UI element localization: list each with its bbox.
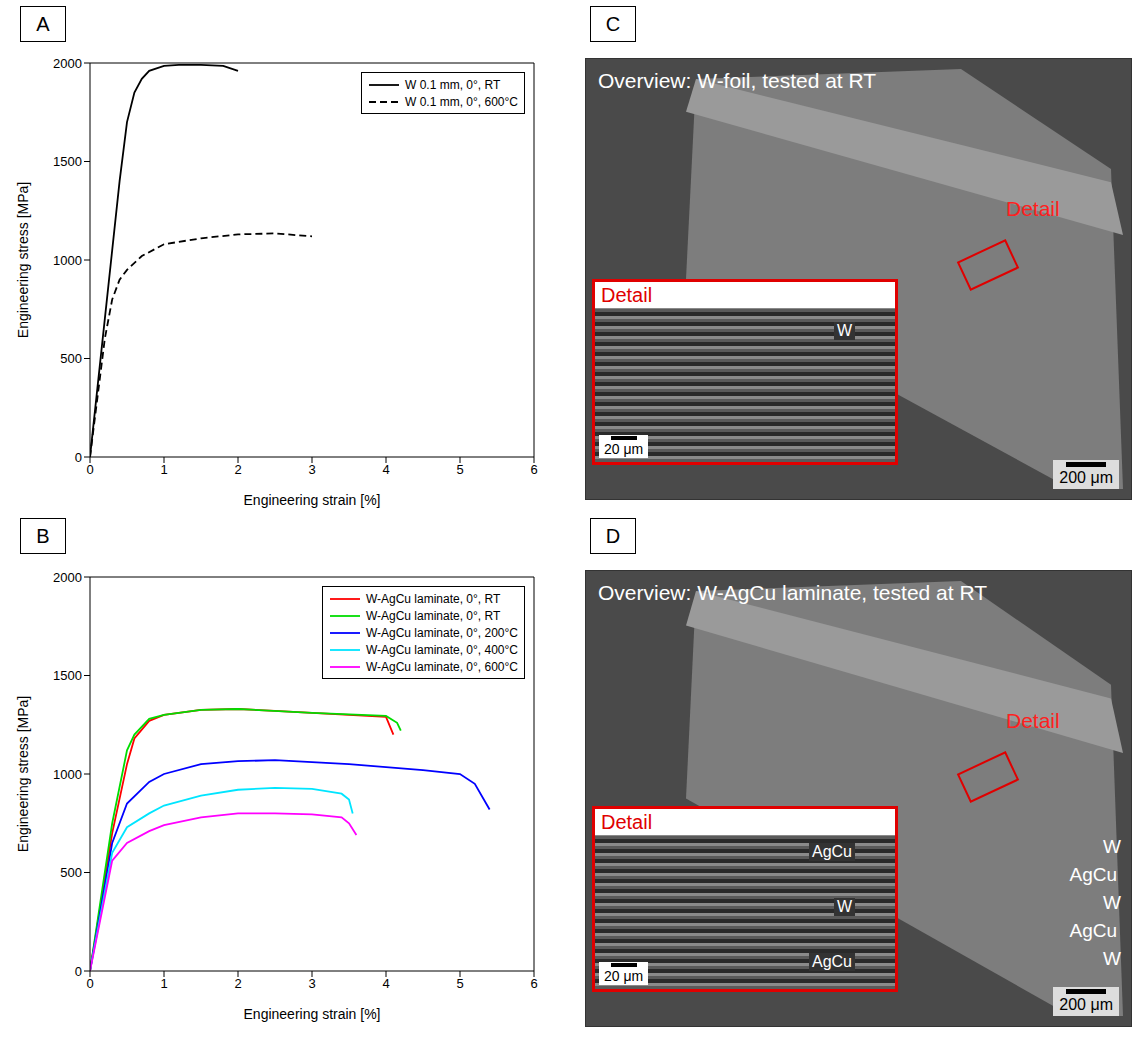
svg-text:500: 500 — [60, 351, 82, 366]
html-text:Detail: Detail — [601, 811, 653, 833]
html-text:20 μm: 20 μm — [604, 968, 644, 984]
html-text:AgCu: AgCu — [1069, 864, 1117, 885]
svg-text:0: 0 — [86, 462, 93, 477]
svg-text:2000: 2000 — [53, 570, 82, 585]
html-text:W: W — [1103, 892, 1121, 913]
html-text:AgCu: AgCu — [1069, 920, 1117, 941]
html-text:Overview: W-AgCu laminate, tes: Overview: W-AgCu laminate, tested at RT — [598, 581, 987, 604]
svg-text:0: 0 — [75, 450, 82, 465]
html-text:W: W — [1103, 836, 1121, 857]
svg-text:Engineering stress [MPa]: Engineering stress [MPa] — [15, 182, 31, 338]
html-text:A: A — [36, 12, 50, 35]
html-text:200 μm: 200 μm — [1059, 469, 1113, 486]
svg-text:1500: 1500 — [53, 668, 82, 683]
html-text:W-AgCu laminate, 0°, RT: W-AgCu laminate, 0°, RT — [365, 608, 501, 623]
html-text:Detail: Detail — [601, 284, 653, 306]
html-text:AgCu: AgCu — [812, 843, 852, 860]
html-text:W-AgCu laminate, 0°, 600°C: W-AgCu laminate, 0°, 600°C — [365, 659, 518, 674]
svg-text:5: 5 — [456, 976, 463, 991]
html-text:W-AgCu laminate, 0°, 200°C: W-AgCu laminate, 0°, 200°C — [365, 625, 518, 640]
svg-text:4: 4 — [382, 462, 389, 477]
svg-text:2: 2 — [234, 976, 241, 991]
html-text:Detail: Detail — [1006, 709, 1060, 732]
html-text:D: D — [605, 524, 621, 547]
svg-text:2: 2 — [234, 462, 241, 477]
html-text:AgCu: AgCu — [812, 953, 852, 970]
svg-text:Engineering stress [MPa]: Engineering stress [MPa] — [15, 696, 31, 852]
svg-text:5: 5 — [456, 462, 463, 477]
svg-text:4: 4 — [382, 976, 389, 991]
svg-text:0: 0 — [86, 976, 93, 991]
svg-text:3: 3 — [308, 976, 315, 991]
html-text:W: W — [836, 898, 852, 915]
svg-text:1: 1 — [160, 462, 167, 477]
html-text:W: W — [1103, 948, 1121, 969]
html-text:20 μm: 20 μm — [604, 441, 644, 457]
html-text:W 0.1 mm, 0°, 600°C: W 0.1 mm, 0°, 600°C — [405, 94, 518, 109]
svg-text:0: 0 — [75, 964, 82, 979]
svg-text:Engineering strain [%]: Engineering strain [%] — [244, 1006, 381, 1022]
html-text:W: W — [836, 322, 852, 339]
html-text:W-AgCu laminate, 0°, 400°C: W-AgCu laminate, 0°, 400°C — [365, 642, 518, 657]
svg-text:1000: 1000 — [53, 767, 82, 782]
html-text:W-AgCu laminate, 0°, RT: W-AgCu laminate, 0°, RT — [365, 591, 501, 606]
svg-text:500: 500 — [60, 865, 82, 880]
svg-text:1000: 1000 — [53, 253, 82, 268]
svg-text:6: 6 — [530, 976, 537, 991]
svg-text:3: 3 — [308, 462, 315, 477]
html-text:B: B — [36, 524, 50, 547]
svg-text:1: 1 — [160, 976, 167, 991]
svg-text:6: 6 — [530, 462, 537, 477]
svg-text:Engineering strain [%]: Engineering strain [%] — [244, 492, 381, 508]
svg-text:2000: 2000 — [53, 56, 82, 71]
html-text:Detail: Detail — [1006, 197, 1060, 220]
svg-text:1500: 1500 — [53, 154, 82, 169]
html-text:200 μm: 200 μm — [1059, 996, 1113, 1013]
html-text:C: C — [605, 12, 621, 35]
html-text:W 0.1 mm, 0°, RT: W 0.1 mm, 0°, RT — [405, 77, 501, 92]
html-text:Overview: W-foil, tested at RT: Overview: W-foil, tested at RT — [598, 69, 877, 92]
